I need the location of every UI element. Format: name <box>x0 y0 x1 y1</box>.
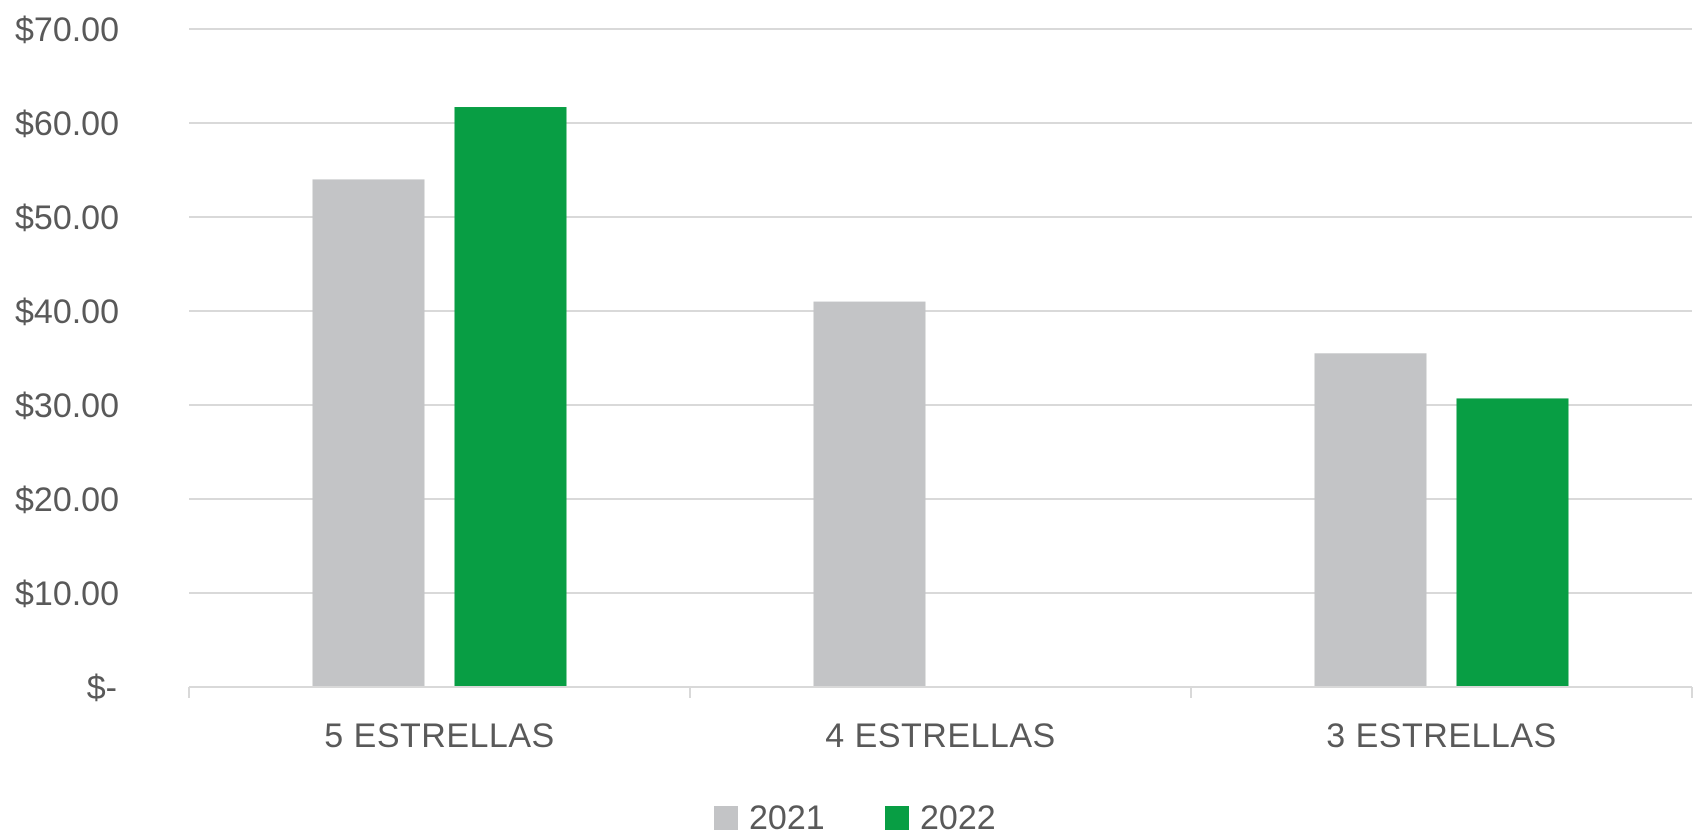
y-tick-label: $60.00 <box>15 105 119 143</box>
x-category-label: 5 ESTRELLAS <box>324 717 554 755</box>
y-tick-label: $20.00 <box>15 481 119 519</box>
legend[interactable]: 2021 2022 <box>714 799 996 832</box>
bar-2021-5-estrellas[interactable] <box>312 179 425 687</box>
legend-label: 2022 <box>920 799 996 832</box>
x-axis <box>188 686 1693 698</box>
y-axis-tick-labels: $- $10.00 $20.00 $30.00 $40.00 $50.00 $60.00 $7… <box>15 11 119 707</box>
bar-2022-5-estrellas[interactable] <box>454 107 567 687</box>
y-tick-label: $70.00 <box>15 11 119 49</box>
x-category-label: 3 ESTRELLAS <box>1326 717 1556 755</box>
y-tick-label: $- <box>87 669 117 707</box>
y-tick-label: $40.00 <box>15 293 119 331</box>
x-axis-category-labels: 5 ESTRELLAS 4 ESTRELLAS 3 ESTRELLAS <box>324 717 1556 755</box>
x-category-label: 4 ESTRELLAS <box>825 717 1055 755</box>
legend-item-2021[interactable]: 2021 <box>714 799 825 832</box>
bar-2021-4-estrellas[interactable] <box>813 301 926 687</box>
bars <box>312 107 1569 687</box>
legend-label: 2021 <box>749 799 825 832</box>
y-tick-label: $50.00 <box>15 199 119 237</box>
y-tick-label: $10.00 <box>15 575 119 613</box>
legend-swatch <box>714 806 738 830</box>
bar-2022-3-estrellas[interactable] <box>1456 398 1569 687</box>
legend-swatch <box>885 806 909 830</box>
bar-2021-3-estrellas[interactable] <box>1314 353 1427 687</box>
legend-item-2022[interactable]: 2022 <box>885 799 996 832</box>
y-tick-label: $30.00 <box>15 387 119 425</box>
gridlines <box>189 28 1692 594</box>
